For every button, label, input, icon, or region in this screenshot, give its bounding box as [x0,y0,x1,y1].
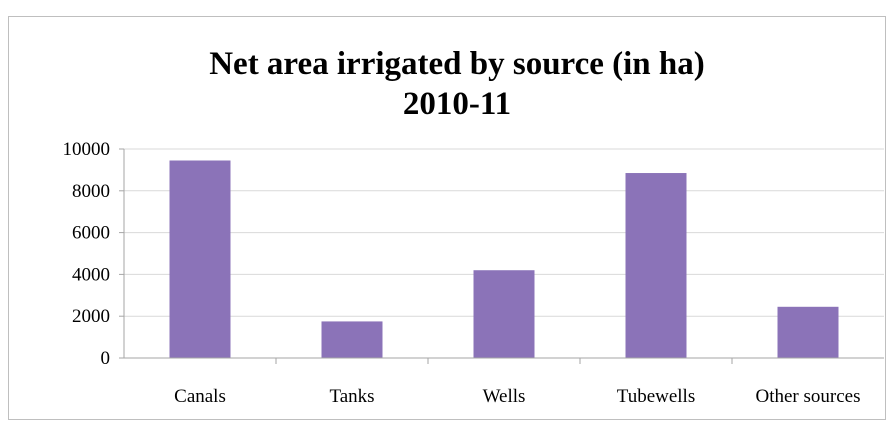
bar-wells [473,270,535,358]
chart-title: Net area irrigated by source (in ha) [209,46,705,82]
y-tick-label: 0 [101,348,111,369]
y-tick-label: 10000 [63,139,111,160]
y-tick-label: 6000 [72,223,110,244]
chart-frame [8,16,886,420]
bars [169,160,839,358]
bar-canals [169,160,231,358]
bar-tanks [321,321,383,358]
x-tick-label: Other sources [756,386,861,407]
x-axis-tick-labels: Canals Tanks Wells Tubewells Other sources [174,386,860,407]
y-tick-label: 8000 [72,181,110,202]
gridlines [119,148,884,364]
y-tick-label: 4000 [72,264,110,285]
bar-tubewells [625,173,687,358]
y-axis-tick-labels: 0 2000 4000 6000 8000 10000 [63,139,111,369]
x-tick-label: Tubewells [617,386,695,407]
x-tick-label: Wells [483,386,526,407]
x-tick-label: Canals [174,386,226,407]
y-tick-label: 2000 [72,306,110,327]
bar-other-sources [777,306,839,358]
chart-subtitle: 2010-11 [403,86,511,122]
x-tick-label: Tanks [329,386,374,407]
